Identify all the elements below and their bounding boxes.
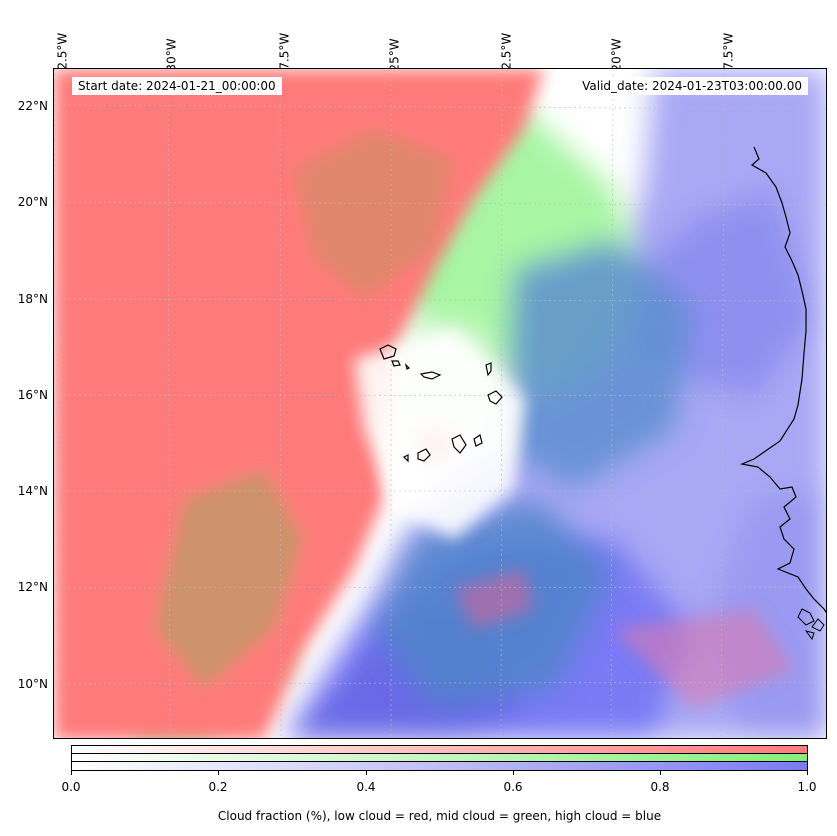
lat-label-10n: 10°N [17, 677, 48, 691]
low-cloud-layer [54, 69, 794, 738]
colorbar-tick-0-4 [366, 771, 367, 775]
colorbar-tick-0 [71, 771, 72, 775]
colorbar-tick-0-6 [513, 771, 514, 775]
colorbar [71, 745, 808, 771]
lon-label-32-5w: 32.5°W [55, 32, 69, 78]
island-boa-vista [487, 390, 503, 405]
colorbar-tick-label-1: 1.0 [797, 780, 817, 794]
island-sao-vicente [391, 360, 401, 367]
clear-sky-area [354, 329, 524, 539]
lon-label-20w: 20°W [610, 38, 625, 72]
island-brava [402, 454, 409, 463]
bissagos-islands [797, 608, 825, 641]
island-fogo [417, 448, 431, 462]
island-santa-luzia [404, 363, 411, 370]
lon-label-22-5w: 22.5°W [499, 32, 513, 78]
colorbar-tick-label-0: 0.0 [61, 780, 81, 794]
colorbar-tick-label-0-8: 0.8 [650, 780, 670, 794]
colorbar-tick-label-0-2: 0.2 [208, 780, 228, 794]
colorbar-mid-cloud [72, 754, 807, 762]
island-santo-antao [379, 344, 397, 360]
start-date-label: Start date: 2024-01-21_00:00:00 [72, 77, 282, 95]
colorbar-caption: Cloud fraction (%), low cloud = red, mid… [217, 809, 662, 823]
lon-label-27-5w: 27.5°W [277, 32, 291, 78]
lon-label-30w: 30°W [165, 38, 180, 72]
colorbar-tick-label-0-4: 0.4 [356, 780, 376, 794]
lon-label-25w: 25°W [388, 38, 403, 72]
valid-date-label: Valid_date: 2024-01-23T03:00:00.00 [576, 77, 808, 95]
cape-verde-islands [379, 344, 503, 463]
lat-label-22n: 22°N [17, 99, 48, 113]
colorbar-low-cloud [72, 746, 807, 754]
graticule [54, 69, 826, 738]
colorbar-high-cloud [72, 762, 807, 770]
lat-label-12n: 12°N [17, 580, 48, 594]
lat-label-14n: 14°N [17, 484, 48, 498]
lat-label-18n: 18°N [17, 292, 48, 306]
africa-coastline [739, 146, 826, 614]
colorbar-tick-1 [807, 771, 808, 775]
lat-label-20n: 20°N [17, 195, 48, 209]
colorbar-tick-0-8 [660, 771, 661, 775]
map-canvas [54, 69, 826, 738]
island-sal [485, 362, 492, 377]
island-santiago [451, 434, 467, 454]
colorbar-tick-0-2 [218, 771, 219, 775]
island-sao-nicolau [419, 371, 442, 380]
lon-label-17-5w: 17.5°W [721, 32, 735, 78]
island-maio [473, 434, 483, 447]
colorbar-tick-label-0-6: 0.6 [503, 780, 523, 794]
cloud-fraction-map: Start date: 2024-01-21_00:00:00 Valid_da… [53, 68, 827, 739]
lat-label-16n: 16°N [17, 388, 48, 402]
